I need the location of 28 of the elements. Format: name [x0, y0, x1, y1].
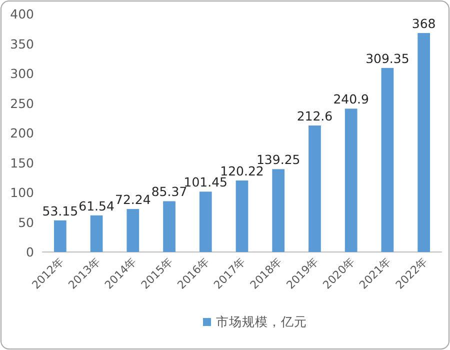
y-tick-label: 250: [10, 96, 34, 111]
y-tick-label: 350: [10, 36, 34, 52]
data-label: 61.54: [78, 198, 114, 214]
bar: [308, 126, 321, 252]
y-tick-label: 150: [10, 155, 34, 170]
bar: [236, 180, 248, 252]
data-label: 53.15: [42, 203, 78, 218]
bar: [199, 192, 212, 252]
bar: [90, 215, 103, 252]
y-tick-label: 100: [10, 185, 34, 200]
data-label: 72.24: [115, 192, 151, 208]
y-tick-label: 400: [10, 6, 34, 22]
data-label: 240.9: [333, 92, 370, 107]
bar: [126, 209, 140, 252]
bar: [163, 201, 176, 252]
bar: [418, 33, 430, 252]
bar: [272, 169, 285, 252]
bar: [381, 68, 394, 252]
legend: 市场规模，亿元: [203, 314, 307, 329]
y-tick-label: 300: [10, 66, 34, 81]
data-label: 212.6: [296, 108, 333, 124]
y-tick-label: 200: [10, 126, 34, 140]
bar: [344, 108, 358, 252]
y-tick-label: 50: [18, 214, 34, 230]
bar: [54, 220, 66, 252]
data-label: 309.35: [366, 50, 410, 66]
y-tick-label: 0: [26, 244, 34, 260]
data-label: 368: [412, 16, 436, 32]
